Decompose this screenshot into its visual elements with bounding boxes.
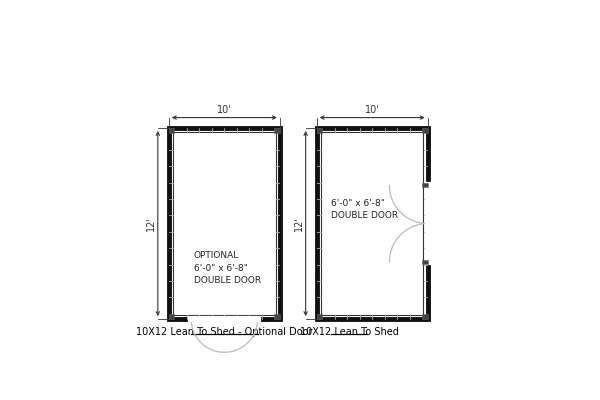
Bar [173, 132, 275, 315]
Text: 10': 10' [217, 105, 232, 115]
Bar [169, 128, 174, 134]
Text: 10': 10' [365, 105, 380, 115]
Bar [422, 183, 428, 188]
Bar [169, 128, 280, 319]
Text: 12': 12' [294, 216, 304, 231]
Bar [422, 260, 428, 264]
Bar [317, 128, 428, 319]
Text: 10X12 Lean To Shed - Optional Door: 10X12 Lean To Shed - Optional Door [136, 327, 313, 337]
Bar [422, 314, 428, 319]
Bar [317, 128, 322, 134]
Bar [317, 314, 322, 319]
Text: 6'-0" x 6'-8"
DOUBLE DOOR: 6'-0" x 6'-8" DOUBLE DOOR [331, 199, 398, 220]
Bar [169, 314, 174, 319]
Text: 12': 12' [146, 216, 156, 231]
Bar [274, 314, 280, 319]
Text: 10X12 Lean To Shed: 10X12 Lean To Shed [299, 327, 398, 337]
Bar [321, 132, 424, 315]
Bar [274, 128, 280, 134]
Text: OPTIONAL
6'-0" x 6'-8"
DOUBLE DOOR: OPTIONAL 6'-0" x 6'-8" DOUBLE DOOR [194, 251, 260, 285]
Bar [422, 128, 428, 134]
